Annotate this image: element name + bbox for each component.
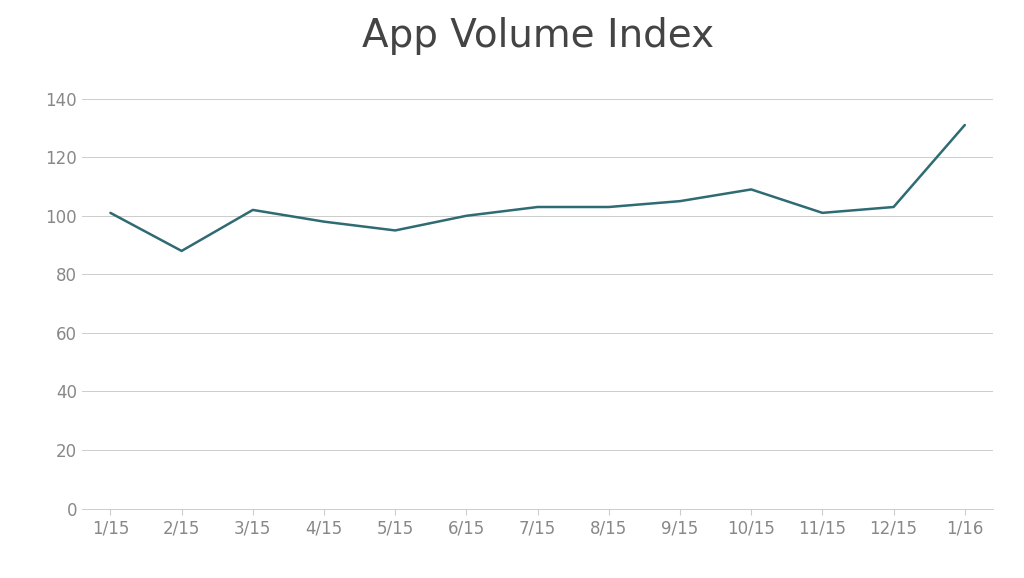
Title: App Volume Index: App Volume Index: [361, 17, 714, 55]
